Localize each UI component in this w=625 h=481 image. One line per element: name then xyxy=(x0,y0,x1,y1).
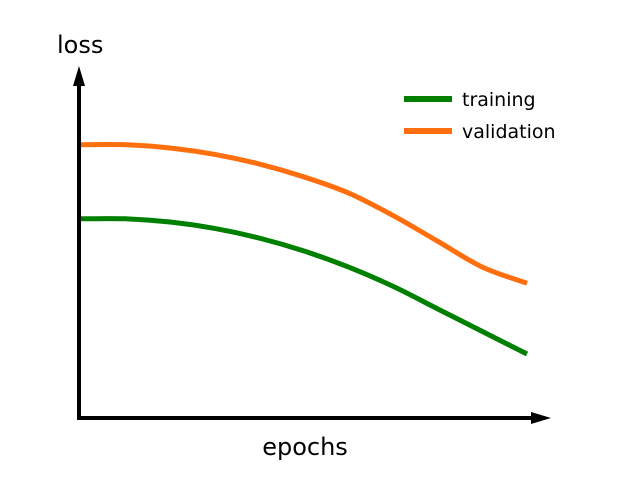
series-layer xyxy=(80,142,529,357)
x-axis-arrow xyxy=(531,412,551,424)
y-axis-label: loss xyxy=(57,31,103,59)
legend-label-validation: validation xyxy=(462,121,556,143)
axes xyxy=(73,66,551,424)
series-line-training xyxy=(80,216,529,357)
legend: training validation xyxy=(404,89,556,143)
x-axis-label: epochs xyxy=(262,433,348,461)
legend-label-training: training xyxy=(462,89,536,111)
y-axis-arrow xyxy=(73,66,85,86)
series-line-validation xyxy=(80,142,528,286)
